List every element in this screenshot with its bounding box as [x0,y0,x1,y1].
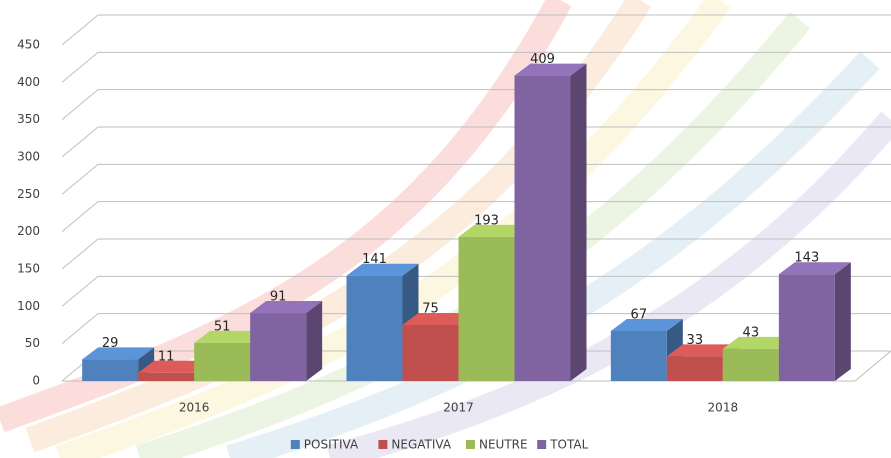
legend-swatch [378,440,388,449]
floor [62,350,891,382]
data-label: 43 [743,325,760,340]
bar [194,342,251,381]
bar-top [778,262,851,275]
data-label: 11 [158,349,175,364]
grid-line [61,275,891,307]
bar-top [194,330,267,343]
y-tick-label: 150 [17,262,40,276]
x-tick-label: 2016 [179,401,210,415]
y-tick-label: 450 [17,38,40,52]
data-label: 91 [270,290,287,305]
bar-top [402,313,475,325]
y-tick-label: 200 [17,224,40,238]
bar [138,372,195,381]
data-label: 29 [102,336,119,351]
y-tick-label: 250 [17,187,40,201]
bar-top [250,301,323,314]
bar-side [834,262,851,381]
y-tick-label: 400 [17,75,40,89]
bar [458,236,515,381]
legend-label: NEGATIVA [391,438,451,452]
bar [250,313,307,381]
bar-top [514,63,587,76]
bar [402,325,459,381]
data-label: 33 [687,333,704,348]
bar-side [570,63,587,381]
bar-top [610,318,683,331]
data-label: 51 [214,319,231,334]
grid-line [61,14,891,46]
y-tick-label: 50 [25,336,40,350]
bar-top [82,347,155,360]
y-tick-label: 350 [17,112,40,126]
legend-swatch [466,440,475,449]
legend-label: POSITIVA [304,438,359,452]
data-label: 193 [474,213,499,228]
bar [666,356,723,381]
bar [610,330,667,381]
legend-label: NEUTRE [479,438,528,452]
bar-top [458,224,531,237]
data-label: 141 [362,252,387,267]
bar-side [306,301,323,381]
legend-swatch [290,440,300,449]
data-label: 75 [422,302,439,317]
grid-line [61,89,891,121]
data-label: 409 [530,52,555,67]
bar-top [138,360,211,373]
bar [346,275,403,381]
bar [514,75,571,381]
data-label: 67 [631,307,648,322]
legend-swatch [537,440,547,449]
bar [722,348,779,381]
grid-line [61,163,891,195]
y-tick-label: 100 [17,299,40,313]
grid-line [61,51,891,83]
data-label: 143 [794,251,819,266]
bar [82,359,139,381]
bar-top [722,336,795,349]
bar-top [346,263,419,276]
legend-label: TOTAL [549,438,588,452]
bar-top [666,344,739,357]
y-tick-label: 0 [32,374,40,388]
grid-line [61,201,891,233]
grid-line [61,313,891,345]
bar [778,274,835,381]
grid-line [61,238,891,270]
x-tick-label: 2018 [708,401,739,415]
y-tick-label: 300 [17,150,40,164]
x-tick-label: 2017 [443,401,474,415]
grid-line [61,126,891,158]
